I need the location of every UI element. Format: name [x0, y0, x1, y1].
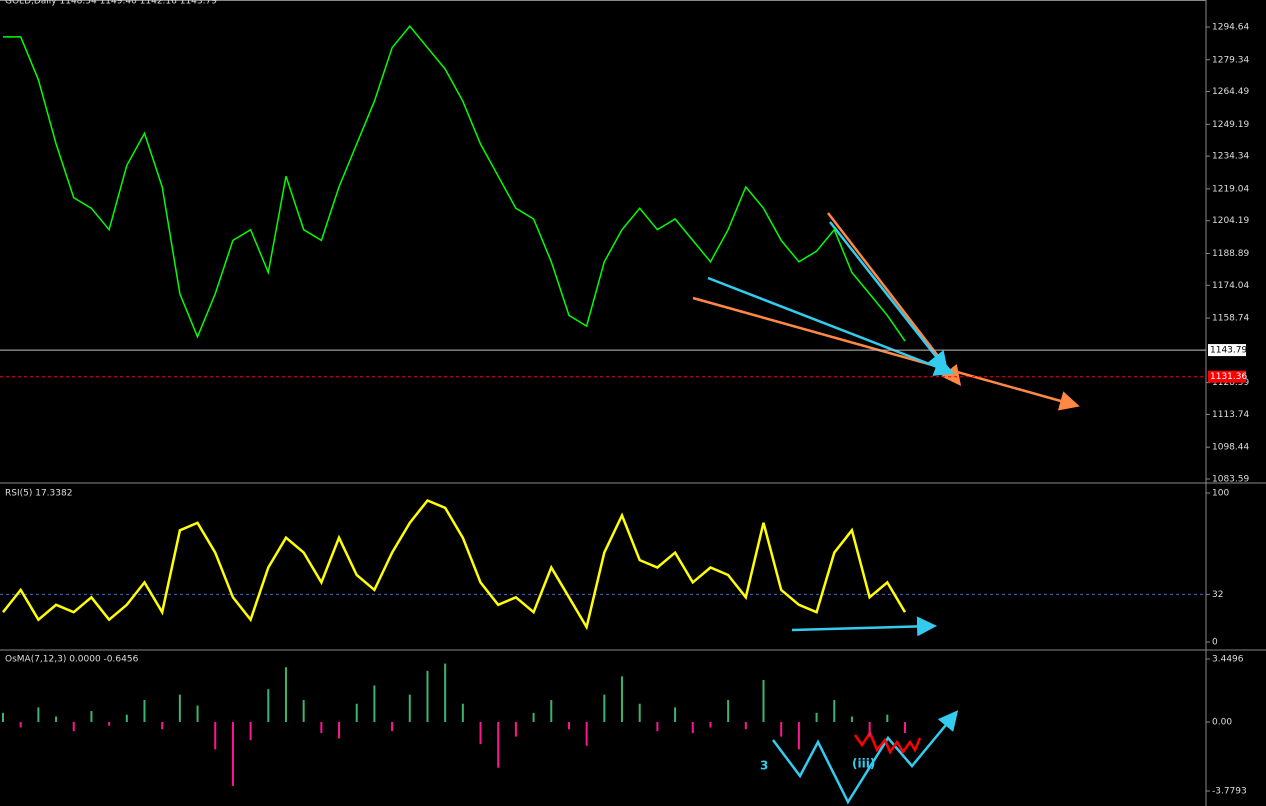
price-label-box: [1208, 344, 1246, 357]
trend-line: [692, 296, 1080, 411]
price-label: 1131.36: [1210, 372, 1247, 382]
histogram-bar: [143, 700, 146, 722]
histogram-bar: [426, 670, 429, 722]
histogram-bar: [514, 721, 517, 737]
histogram-bar: [355, 703, 358, 722]
histogram-bar: [674, 707, 677, 722]
y-tick-label: 0.00: [1212, 717, 1232, 727]
y-tick-label: -3.7793: [1212, 787, 1247, 797]
y-tick-label: 1174.04: [1212, 281, 1249, 291]
histogram-bar: [320, 721, 323, 733]
pane-title: OsMA(7,12,3) 0.0000 -0.6456: [5, 655, 139, 665]
histogram-bar: [267, 689, 270, 722]
histogram-bar: [391, 721, 394, 732]
histogram-bar: [231, 721, 234, 786]
histogram-bar: [497, 721, 500, 768]
histogram-bar: [904, 721, 906, 733]
trend-line: [829, 221, 949, 372]
wave-line: [772, 710, 959, 805]
histogram-bar: [338, 721, 341, 739]
histogram-bar: [762, 679, 765, 722]
histogram-bar: [214, 721, 217, 750]
pane-title: RSI(5) 17.3382: [5, 489, 72, 499]
y-tick-label: 1158.74: [1212, 314, 1249, 324]
histogram-bar: [178, 694, 181, 722]
histogram-bar: [461, 703, 464, 722]
y-tick-label: 1249.19: [1212, 120, 1249, 130]
histogram-bar: [886, 714, 889, 722]
y-tick-label: 1113.74: [1212, 410, 1249, 420]
y-tick-label: 1234.34: [1212, 152, 1249, 162]
y-tick-label: 1188.89: [1212, 249, 1249, 259]
annotation: 3: [760, 759, 768, 773]
histogram-bar: [125, 714, 128, 722]
histogram-bar: [833, 700, 836, 722]
histogram-bar: [19, 721, 22, 728]
histogram-bar: [744, 721, 747, 730]
y-tick-label: 1219.04: [1212, 184, 1249, 194]
y-tick-label: 1294.64: [1212, 23, 1249, 33]
histogram-bar: [373, 685, 376, 722]
histogram-bar: [638, 703, 641, 722]
price-label-box: [1208, 370, 1246, 383]
histogram-bar: [72, 721, 75, 732]
y-tick-label: 0: [1212, 638, 1218, 648]
y-tick-label: 1279.34: [1212, 55, 1249, 65]
y-tick-label: 1264.49: [1212, 87, 1249, 97]
histogram-bar: [55, 716, 58, 722]
y-tick-label: 32: [1212, 590, 1223, 600]
histogram-bar: [567, 721, 570, 730]
histogram-bar: [284, 667, 287, 722]
histogram-bar: [709, 721, 712, 728]
annotation: (iii): [852, 757, 875, 771]
histogram-bar: [90, 711, 93, 722]
histogram-bar: [302, 700, 305, 722]
histogram-bar: [479, 721, 482, 744]
data-line: [2, 498, 907, 631]
histogram-bar: [621, 676, 624, 722]
y-tick-label: 1098.44: [1212, 443, 1249, 453]
y-tick-label: 1128.59: [1212, 378, 1249, 388]
wave-line: [853, 730, 922, 755]
histogram-bar: [727, 700, 730, 722]
histogram-bar: [37, 707, 40, 722]
histogram-bar: [550, 700, 553, 722]
histogram-bar: [408, 694, 411, 722]
histogram-bar: [850, 716, 853, 722]
trend-line: [707, 276, 955, 376]
histogram-bar: [780, 721, 783, 737]
trend-line: [791, 616, 937, 637]
histogram-bar: [532, 712, 535, 722]
histogram-bar: [868, 721, 871, 737]
histogram-bar: [444, 663, 447, 722]
histogram-bar: [2, 712, 4, 722]
y-tick-label: 1204.19: [1212, 216, 1249, 226]
histogram-bar: [691, 721, 694, 733]
histogram-bar: [797, 721, 800, 750]
pane-title: GOLD,Daily 1148.54 1149.40 1142.16 1143.…: [5, 0, 217, 7]
y-tick-label: 1083.59: [1212, 475, 1249, 485]
histogram-bar: [815, 712, 818, 722]
y-tick-label: 100: [1212, 489, 1229, 499]
histogram-bar: [585, 721, 588, 746]
y-tick-label: 3.4496: [1212, 655, 1244, 665]
histogram-bar: [656, 721, 659, 732]
histogram-bar: [196, 705, 199, 722]
histogram-bar: [603, 694, 606, 722]
histogram-bar: [161, 721, 164, 730]
histogram-bar: [249, 721, 252, 741]
data-line: [3, 25, 906, 342]
trend-lines: [692, 212, 1080, 805]
histogram-bar: [108, 721, 111, 726]
price-label: 1143.79: [1210, 346, 1247, 356]
